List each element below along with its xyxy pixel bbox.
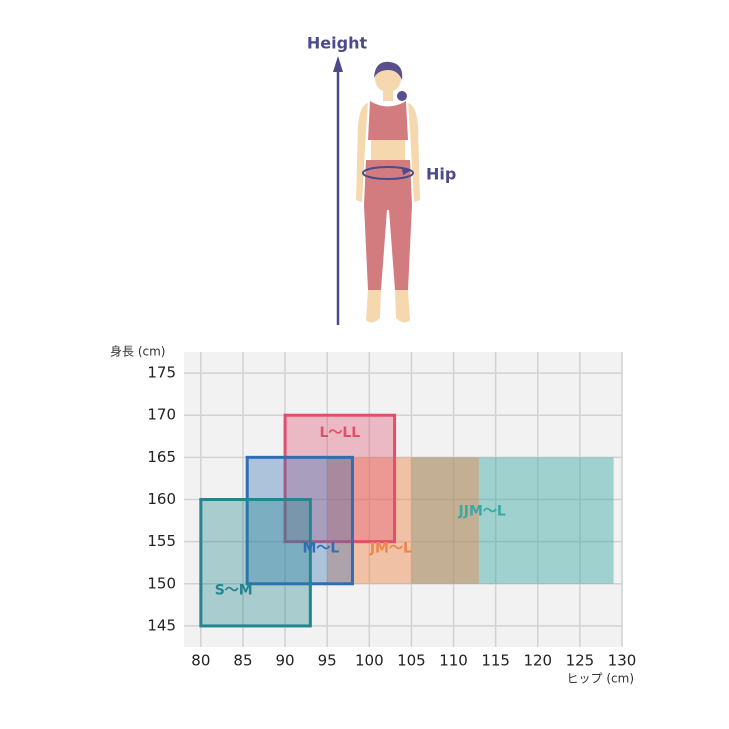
size-range xyxy=(199,498,312,628)
x-tick-label: 110 xyxy=(439,652,468,670)
y-tick-label: 160 xyxy=(147,490,176,508)
hip-label: Hip xyxy=(426,165,456,184)
figure-illustration xyxy=(333,56,420,325)
x-tick-label: 100 xyxy=(355,652,384,670)
y-axis-label: 身長 (cm) xyxy=(110,344,165,359)
plot-area: 80 85 90 95 100 105 110 115 120 125 130 145 150 155 16… xyxy=(147,352,636,670)
x-tick-label: 120 xyxy=(523,652,552,670)
size-range xyxy=(245,455,354,586)
x-tick-label: 125 xyxy=(566,652,595,670)
x-tick-label: 105 xyxy=(397,652,426,670)
y-tick-label: 150 xyxy=(147,574,176,592)
range-label: M〜L xyxy=(302,540,339,556)
range-label: JM〜L xyxy=(369,540,412,556)
range-label: L〜LL xyxy=(319,425,360,441)
x-tick-label: 130 xyxy=(608,652,637,670)
height-label: Height xyxy=(307,34,368,53)
size-range xyxy=(411,457,614,584)
x-tick-label: 95 xyxy=(318,652,337,670)
x-tick-label: 90 xyxy=(276,652,295,670)
x-tick-label: 80 xyxy=(191,652,210,670)
range-label: JJM〜L xyxy=(458,504,506,520)
y-tick-label: 145 xyxy=(147,616,176,634)
x-tick-label: 85 xyxy=(233,652,252,670)
y-tick-label: 170 xyxy=(147,406,176,424)
x-tick-label: 115 xyxy=(481,652,510,670)
y-tick-label: 175 xyxy=(147,364,176,382)
x-axis-label: ヒップ (cm) xyxy=(567,672,634,686)
y-tick-label: 165 xyxy=(147,448,176,466)
range-label: S〜M xyxy=(215,583,253,599)
y-tick-label: 155 xyxy=(147,532,176,550)
size-range xyxy=(283,413,397,544)
